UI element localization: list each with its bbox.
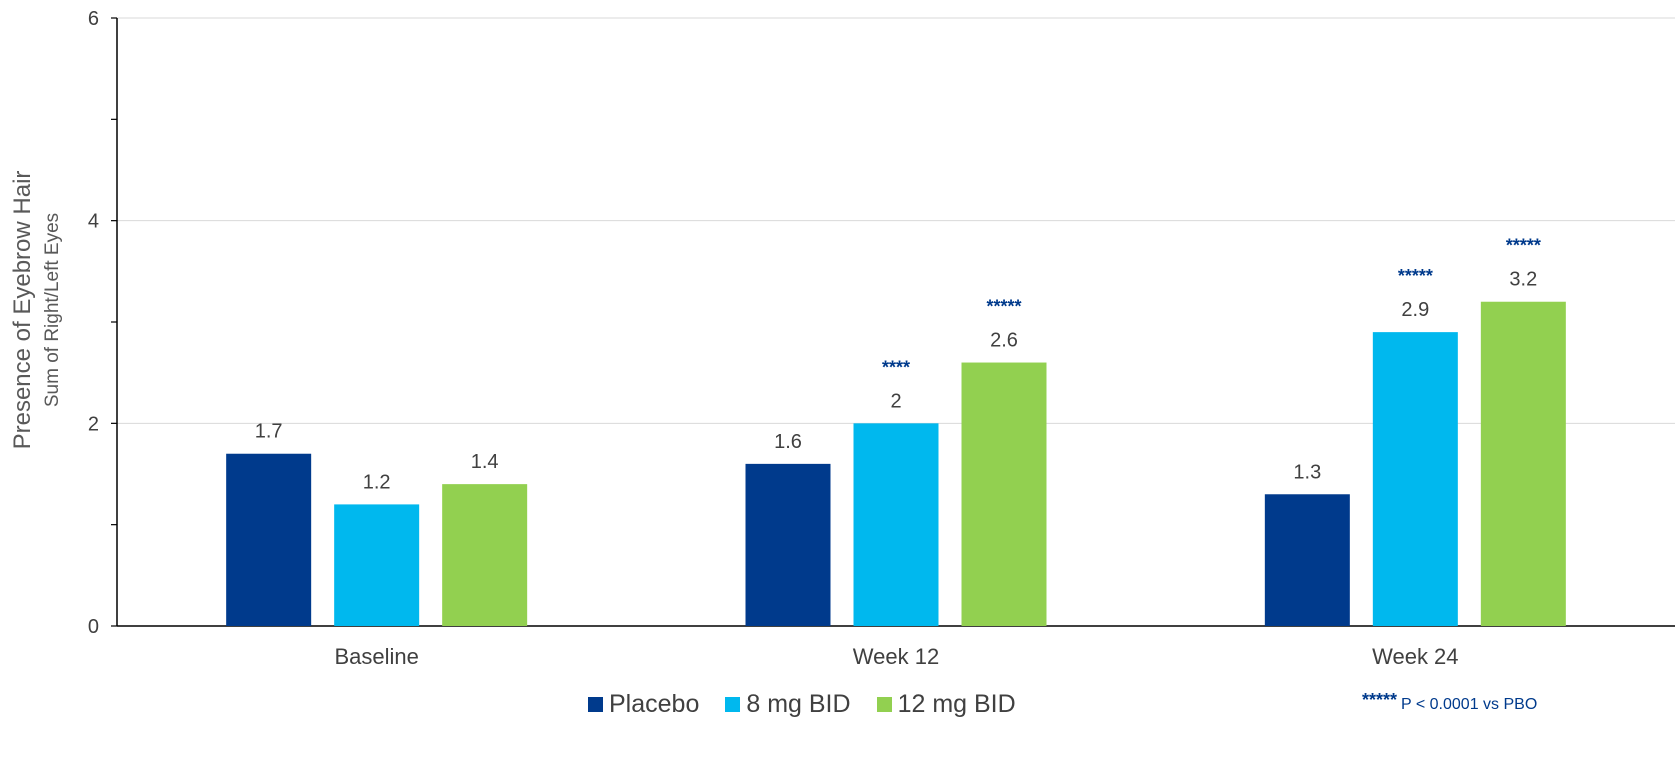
legend-swatch-12mg [876, 697, 892, 712]
data-label-2-2: 3.2 [1509, 269, 1537, 291]
legend-swatch-8mg [725, 697, 741, 712]
bar-2-2 [1480, 301, 1566, 626]
significance-label-1-2: ***** [986, 297, 1021, 317]
bar-0-1 [334, 504, 420, 626]
bar-1-2 [961, 362, 1047, 626]
legend-item-placebo: Placebo [588, 690, 699, 719]
legend-label-placebo: Placebo [609, 690, 700, 718]
bar-2-0 [1264, 494, 1350, 626]
legend-item-8mg: 8 mg BID [725, 690, 851, 719]
y-tick-label-4: 4 [88, 211, 99, 233]
data-label-0-1: 1.2 [363, 471, 391, 493]
y-tick-label-2: 2 [88, 413, 99, 435]
data-label-1-0: 1.6 [774, 431, 802, 453]
data-label-1-1: 2 [890, 390, 901, 412]
data-label-0-2: 1.4 [471, 451, 499, 473]
bar-2-1 [1372, 332, 1458, 626]
legend-label-12mg: 12 mg BID [897, 690, 1016, 718]
significance-footnote: ***** P < 0.0001 vs PBO [1362, 690, 1538, 713]
footnote-symbol: ***** [1362, 690, 1398, 710]
data-label-2-1: 2.9 [1401, 299, 1429, 321]
legend: Placebo 8 mg BID 12 mg BID [588, 690, 1042, 719]
x-axis-categories: Baseline Week 12 Week 24 [334, 644, 1458, 669]
bar-0-2 [442, 484, 528, 626]
x-category-label-1: Week 12 [853, 644, 939, 669]
data-label-1-2: 2.6 [990, 330, 1018, 352]
significance-label-2-2: ***** [1506, 236, 1541, 256]
x-category-label-2: Week 24 [1372, 644, 1458, 669]
bar-1-0 [745, 463, 831, 626]
y-axis-title: Presence of Eyebrow Hair [9, 171, 36, 450]
legend-label-8mg: 8 mg BID [746, 690, 851, 718]
data-label-2-0: 1.3 [1293, 461, 1321, 483]
x-category-label-0: Baseline [334, 644, 418, 669]
y-axis-subtitle: Sum of Right/Left Eyes [42, 213, 63, 407]
significance-label-2-1: ***** [1398, 266, 1433, 286]
legend-item-12mg: 12 mg BID [876, 690, 1016, 719]
y-tick-label-6: 6 [88, 8, 99, 30]
legend-swatch-placebo [588, 697, 603, 712]
bar-1-1 [853, 423, 939, 626]
footnote-text: P < 0.0001 vs PBO [1401, 696, 1538, 713]
data-label-0-0: 1.7 [255, 421, 283, 443]
bar-0-0 [226, 453, 312, 626]
y-tick-label-0: 0 [88, 616, 99, 638]
significance-label-1-1: **** [882, 357, 910, 377]
y-axis-ticks: 0 2 4 6 [88, 8, 117, 638]
data-labels: 1.7 1.2 1.4 1.6 2 **** 2.6 ***** 1.3 2.9 ***** 3.2 *… [255, 236, 1541, 494]
bars [226, 301, 1566, 626]
